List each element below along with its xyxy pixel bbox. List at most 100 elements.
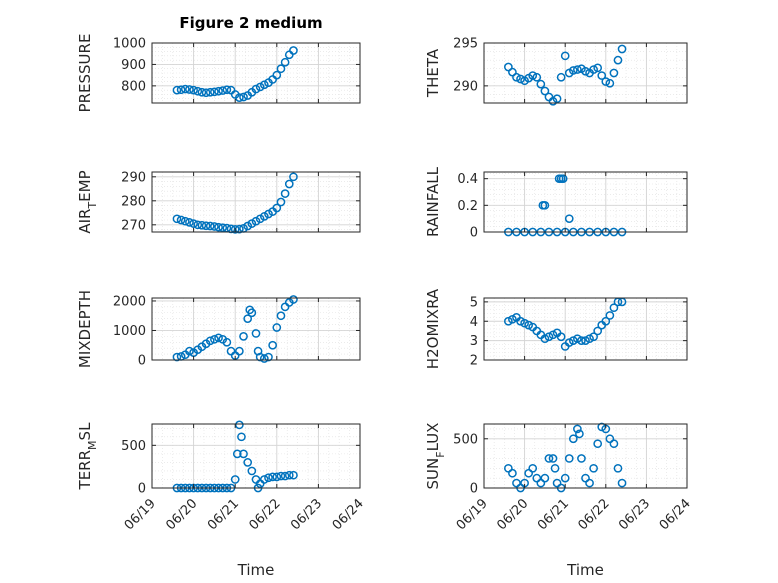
y-axis-label-subscript: F xyxy=(434,451,447,457)
data-point xyxy=(284,470,294,480)
data-point xyxy=(524,320,534,330)
data-point xyxy=(548,330,558,340)
data-point xyxy=(573,65,582,74)
y-tick-label: 0 xyxy=(470,482,478,497)
data-point xyxy=(259,475,269,484)
y-tick-label: 4 xyxy=(470,315,478,330)
y-axis-label-mixdepth: MIXDEPTH xyxy=(76,290,94,368)
data-point xyxy=(251,329,261,338)
data-point xyxy=(237,432,246,442)
data-point xyxy=(247,308,257,318)
data-point xyxy=(276,197,286,207)
data-point xyxy=(232,449,242,459)
data-point xyxy=(210,87,219,97)
axes-box xyxy=(483,42,688,104)
data-point xyxy=(251,84,261,94)
data-point xyxy=(201,88,211,98)
data-point xyxy=(564,338,574,347)
y-tick-label: 1000 xyxy=(113,37,146,52)
data-point xyxy=(581,336,590,345)
x-tick-label: 06/20 xyxy=(494,496,531,533)
x-tick-label: 06/24 xyxy=(657,496,694,533)
data-point xyxy=(255,82,265,92)
y-tick-label: 3 xyxy=(470,334,478,349)
subplot-terr-msl: 0 500 TERRMSL 06/19 06/20 06/21 06/22 06/23 06/2… xyxy=(76,420,367,579)
y-axis-label-subscript: T xyxy=(86,202,99,210)
data-point xyxy=(205,87,215,97)
y-tick-label: 280 xyxy=(121,194,146,209)
y-tick-label: 0 xyxy=(138,354,146,369)
data-point xyxy=(564,454,574,463)
data-point xyxy=(172,352,182,362)
y-axis-label-part: SL xyxy=(76,422,94,441)
axes-box xyxy=(483,297,688,361)
x-tick-label: 06/22 xyxy=(247,496,284,533)
data-point xyxy=(205,221,215,231)
y-tick-label: 270 xyxy=(121,218,146,233)
data-point xyxy=(601,77,611,86)
y-axis-label-part: SUN xyxy=(424,458,442,490)
data-point xyxy=(230,475,240,484)
x-tick-label: 06/22 xyxy=(576,496,613,533)
subplot-grid: 800 900 1000 PRESSURE 290 295 THETA 270 280 290 AI… xyxy=(76,34,694,579)
data-point xyxy=(593,326,603,336)
data-point xyxy=(289,172,298,182)
data-point xyxy=(210,222,219,231)
y-axis-label-terr-msl: TERRMSL xyxy=(76,422,99,491)
data-point xyxy=(243,314,253,324)
data-point xyxy=(617,44,627,54)
data-point xyxy=(239,92,248,102)
data-point xyxy=(577,454,586,463)
data-point xyxy=(259,80,269,90)
data-point xyxy=(609,303,619,313)
x-tick-label: 06/23 xyxy=(616,496,653,533)
data-point xyxy=(581,66,590,76)
data-point xyxy=(272,472,282,482)
data-point xyxy=(272,323,282,332)
data-point xyxy=(528,463,538,473)
data-point xyxy=(214,86,223,96)
axes-box xyxy=(151,423,361,489)
y-tick-label: 500 xyxy=(453,432,478,447)
data-point xyxy=(218,86,228,95)
data-point xyxy=(276,471,286,481)
data-point xyxy=(601,316,611,326)
data-point xyxy=(193,86,203,96)
x-tick-label: 06/21 xyxy=(205,496,242,533)
data-point xyxy=(540,200,550,210)
data-point xyxy=(280,57,290,67)
data-point xyxy=(214,222,223,232)
x-tick-label: 06/21 xyxy=(535,496,572,533)
data-point xyxy=(264,352,273,362)
axes-box xyxy=(151,297,361,361)
y-tick-label: 2 xyxy=(470,354,478,369)
data-point xyxy=(235,224,244,234)
data-point xyxy=(172,214,182,224)
y-tick-label: 2000 xyxy=(113,294,146,309)
data-point xyxy=(605,78,615,88)
data-point xyxy=(589,332,598,342)
data-point xyxy=(613,55,623,65)
data-point xyxy=(276,64,286,74)
data-point xyxy=(568,66,578,75)
data-point xyxy=(617,478,627,488)
data-point xyxy=(593,439,603,449)
y-tick-label: 500 xyxy=(121,439,146,454)
data-point xyxy=(255,352,265,362)
y-tick-label: 0 xyxy=(138,482,146,497)
y-tick-label: 0.2 xyxy=(457,199,478,214)
figure-title: Figure 2 medium xyxy=(179,14,322,32)
y-axis-label-part: TERR xyxy=(76,450,94,491)
plot-area xyxy=(484,424,687,488)
data-point xyxy=(235,93,244,102)
y-tick-label: 295 xyxy=(453,37,478,52)
data-point xyxy=(508,468,517,478)
data-point xyxy=(544,454,554,463)
data-point xyxy=(235,346,244,356)
y-axis-label-subscript: M xyxy=(86,440,99,450)
axes-box xyxy=(151,42,361,104)
data-point xyxy=(560,51,570,61)
plot-area xyxy=(152,424,360,488)
data-point xyxy=(573,424,582,434)
data-point xyxy=(508,314,517,324)
